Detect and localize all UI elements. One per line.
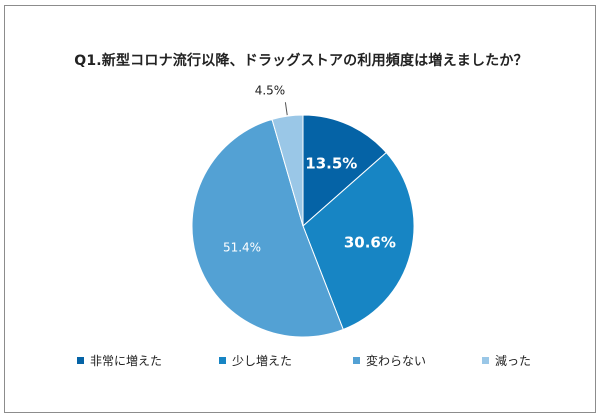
- pie-slice-2: [302, 151, 415, 331]
- chart-legend: 非常に増えた 少し増えた 変わらない 減った: [0, 352, 602, 372]
- data-label-2: 30.6%: [344, 233, 396, 251]
- leader-line-4: [284, 102, 288, 116]
- legend-swatch-3: [353, 357, 360, 364]
- legend-swatch-2: [219, 357, 226, 364]
- legend-item-3: 変わらない: [353, 352, 426, 369]
- legend-label-2: 少し増えた: [232, 354, 293, 368]
- legend-item-4: 減った: [482, 352, 531, 369]
- pie-slice-3: [191, 118, 344, 338]
- data-label-3: 51.4%: [223, 241, 261, 255]
- chart-title: Q1.新型コロナ流行以降、ドラッグストアの利用頻度は増えましたか？: [74, 53, 528, 69]
- legend-swatch-4: [482, 357, 489, 364]
- legend-label-1: 非常に増えた: [90, 354, 163, 368]
- legend-swatch-1: [77, 357, 84, 364]
- data-label-4: 4.5%: [255, 83, 286, 97]
- legend-item-2: 少し増えた: [219, 352, 292, 369]
- legend-label-4: 減った: [495, 354, 532, 368]
- legend-item-1: 非常に増えた: [77, 352, 162, 369]
- data-label-1: 13.5%: [305, 154, 357, 172]
- pie-slice-1: [302, 114, 387, 228]
- legend-label-3: 変わらない: [366, 354, 427, 368]
- pie-slice-4: [271, 114, 304, 227]
